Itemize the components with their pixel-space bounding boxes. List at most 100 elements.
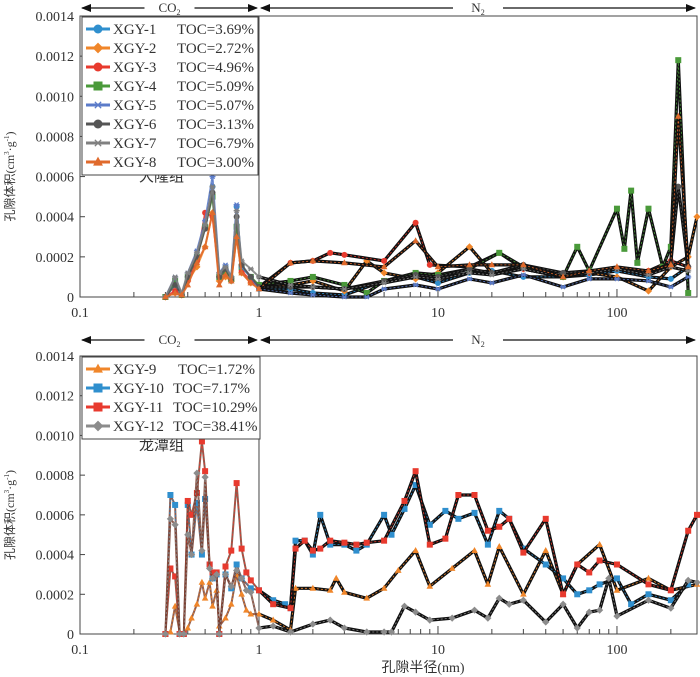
y-axis-label-sup2: -1 bbox=[3, 135, 11, 141]
data-point bbox=[309, 584, 317, 591]
legend-marker bbox=[93, 383, 103, 393]
legend-item: XGY-9 TOC=1.72% bbox=[86, 362, 255, 378]
legend-marker bbox=[92, 42, 104, 54]
data-point bbox=[484, 541, 491, 548]
data-point bbox=[644, 287, 653, 295]
data-point bbox=[201, 594, 209, 601]
data-point bbox=[301, 537, 308, 544]
data-point bbox=[184, 497, 191, 504]
data-point bbox=[381, 511, 388, 518]
data-point bbox=[448, 564, 456, 571]
data-point bbox=[585, 608, 593, 616]
y-tick-label: 0.0008 bbox=[36, 469, 75, 484]
series-XGY-7 bbox=[162, 184, 692, 300]
data-point bbox=[596, 581, 603, 588]
data-point bbox=[412, 282, 419, 288]
region-1: N2 bbox=[259, 0, 696, 17]
data-point bbox=[255, 285, 263, 292]
data-point bbox=[215, 630, 223, 638]
legend-marker bbox=[93, 402, 103, 412]
data-point bbox=[198, 438, 205, 445]
data-point bbox=[184, 531, 192, 539]
series-line bbox=[165, 441, 698, 635]
data-point bbox=[309, 620, 317, 628]
data-point bbox=[559, 273, 567, 280]
y-axis-label-main: 孔隙体积(cm bbox=[3, 154, 17, 221]
x-axis: 0.1 1 10 100 bbox=[71, 626, 672, 658]
data-point bbox=[434, 279, 441, 286]
data-point bbox=[363, 628, 371, 636]
series-XGY-1 bbox=[162, 183, 692, 300]
data-point bbox=[222, 271, 229, 278]
data-point bbox=[233, 233, 240, 240]
data-point bbox=[400, 602, 409, 610]
series-line-n2 bbox=[258, 58, 690, 295]
data-point bbox=[255, 274, 262, 280]
data-point bbox=[442, 535, 449, 542]
data-point bbox=[542, 618, 550, 626]
data-point bbox=[465, 243, 474, 251]
y-axis-label-main: 孔隙体积(cm bbox=[3, 493, 17, 560]
data-point bbox=[341, 281, 348, 288]
data-point bbox=[613, 276, 620, 282]
legend-item: XGY-6 TOC=3.13% bbox=[86, 117, 254, 133]
data-point bbox=[574, 243, 581, 250]
data-point bbox=[380, 584, 388, 591]
data-point bbox=[167, 565, 174, 572]
series-line-co2 bbox=[165, 211, 260, 298]
x-tick-label: 10 bbox=[431, 306, 445, 321]
series-line bbox=[165, 186, 689, 298]
data-point bbox=[426, 616, 434, 624]
data-point bbox=[184, 281, 192, 288]
data-point bbox=[496, 523, 503, 530]
x-axis-label: 孔隙半径(nm) bbox=[381, 660, 465, 676]
x-tick-label: 10 bbox=[431, 643, 445, 658]
legend-toc: TOC=3.00% bbox=[177, 155, 254, 171]
legend-label: XGY-12 bbox=[113, 419, 164, 435]
data-point bbox=[309, 273, 316, 280]
data-point bbox=[520, 590, 527, 597]
data-point bbox=[193, 263, 201, 271]
y-axis-label: 孔隙体积(cm3·g-1) bbox=[3, 470, 17, 560]
data-point bbox=[488, 272, 495, 278]
data-point bbox=[172, 281, 179, 288]
data-point bbox=[282, 601, 289, 608]
data-point bbox=[674, 112, 682, 119]
data-point bbox=[341, 251, 348, 258]
y-tick-label: 0.0006 bbox=[36, 509, 75, 524]
data-point bbox=[675, 183, 682, 190]
data-point bbox=[317, 545, 324, 552]
data-point bbox=[341, 294, 348, 300]
data-point bbox=[496, 507, 503, 514]
data-point bbox=[388, 531, 395, 538]
data-point bbox=[206, 564, 214, 573]
region-0: CO2 bbox=[81, 0, 258, 17]
data-point bbox=[202, 222, 209, 228]
data-point bbox=[222, 563, 229, 570]
data-point bbox=[586, 276, 593, 282]
legend-marker bbox=[93, 139, 103, 147]
data-point bbox=[412, 219, 419, 226]
legend-toc: TOC=38.41% bbox=[173, 419, 257, 435]
data-point bbox=[542, 547, 550, 553]
data-point bbox=[317, 511, 324, 518]
legend-toc: TOC=4.96% bbox=[177, 60, 254, 76]
data-point bbox=[484, 580, 492, 587]
data-point bbox=[287, 282, 294, 288]
data-point bbox=[381, 286, 388, 292]
data-point bbox=[193, 600, 201, 607]
data-point bbox=[332, 574, 340, 581]
data-point bbox=[628, 187, 635, 194]
data-point bbox=[233, 208, 240, 214]
legend-item: XGY-5 TOC=5.07% bbox=[86, 98, 254, 114]
data-point bbox=[243, 569, 250, 576]
data-point bbox=[693, 578, 700, 586]
data-point bbox=[628, 601, 635, 608]
data-point bbox=[495, 543, 503, 550]
series-XGY-10 bbox=[162, 482, 692, 637]
data-point bbox=[209, 184, 216, 190]
data-point bbox=[496, 249, 503, 256]
data-point bbox=[412, 547, 419, 553]
data-point bbox=[208, 574, 217, 582]
y-axis-label-mid: ·g bbox=[3, 480, 17, 490]
